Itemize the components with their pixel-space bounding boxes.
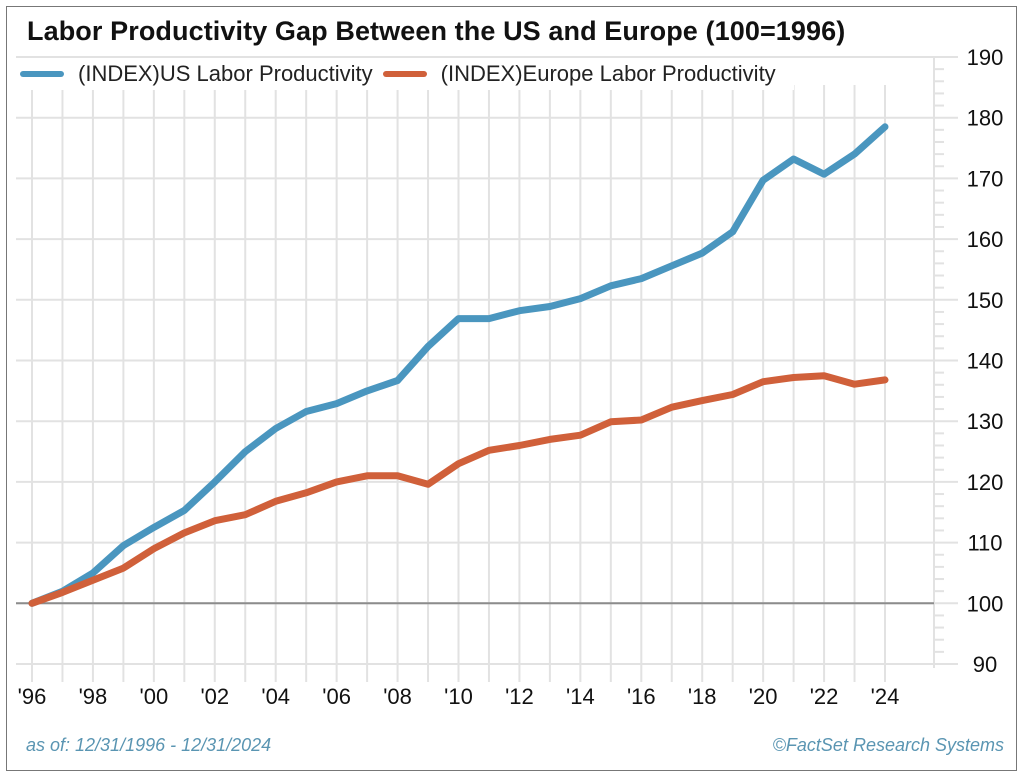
legend-swatch-us [20, 71, 64, 77]
legend-item-us[interactable]: (INDEX)US Labor Productivity [20, 61, 373, 87]
series-line-europe [28, 372, 889, 607]
x-tick-label: '12 [505, 684, 534, 709]
y-tick-label: 130 [967, 409, 1004, 434]
x-tick-label: '24 [871, 684, 900, 709]
as-of-date-range: as of: 12/31/1996 - 12/31/2024 [26, 735, 272, 755]
x-tick-label: '04 [261, 684, 290, 709]
x-tick-label: '14 [566, 684, 595, 709]
legend-label-us: (INDEX)US Labor Productivity [78, 61, 373, 86]
x-tick-label: '10 [444, 684, 473, 709]
y-tick-label: 160 [967, 227, 1004, 252]
y-axis-ticks: 90 100 110 120 130 140 150 160 170 180 190 [967, 45, 1004, 677]
x-tick-label: '00 [140, 684, 169, 709]
x-tick-label: '08 [383, 684, 412, 709]
y-tick-label: 90 [973, 652, 997, 677]
y-tick-label: 100 [967, 591, 1004, 616]
y-tick-label: 170 [967, 166, 1004, 191]
y-tick-label: 140 [967, 349, 1004, 374]
chart-title: Labor Productivity Gap Between the US an… [27, 16, 846, 46]
legend-swatch-europe [382, 71, 427, 77]
x-tick-label: '06 [322, 684, 351, 709]
x-tick-label: '18 [688, 684, 717, 709]
series-line-us [28, 123, 889, 607]
y-tick-label: 150 [967, 288, 1004, 313]
x-tick-label: '16 [627, 684, 656, 709]
x-tick-label: '20 [749, 684, 778, 709]
y-tick-label: 120 [967, 470, 1004, 495]
x-tick-label: '02 [200, 684, 229, 709]
series-layer [28, 123, 889, 607]
x-tick-label: '22 [810, 684, 839, 709]
grid-layer [16, 56, 958, 682]
x-tick-label: '96 [18, 684, 47, 709]
y-tick-label: 180 [967, 106, 1004, 131]
x-axis-ticks: '96 '98 '00 '02 '04 '06 '08 '10 '12 '14 '16 '18 '20 '… [18, 684, 900, 709]
y-tick-label: 110 [967, 531, 1002, 556]
chart-frame [6, 6, 1017, 771]
legend: (INDEX)US Labor Productivity (INDEX)Euro… [20, 58, 794, 90]
source-credit: ©FactSet Research Systems [772, 735, 1004, 755]
legend-item-europe[interactable]: (INDEX)Europe Labor Productivity [382, 61, 776, 87]
x-tick-label: '98 [79, 684, 108, 709]
legend-label-europe: (INDEX)Europe Labor Productivity [440, 61, 776, 86]
y-tick-label: 190 [967, 45, 1004, 70]
